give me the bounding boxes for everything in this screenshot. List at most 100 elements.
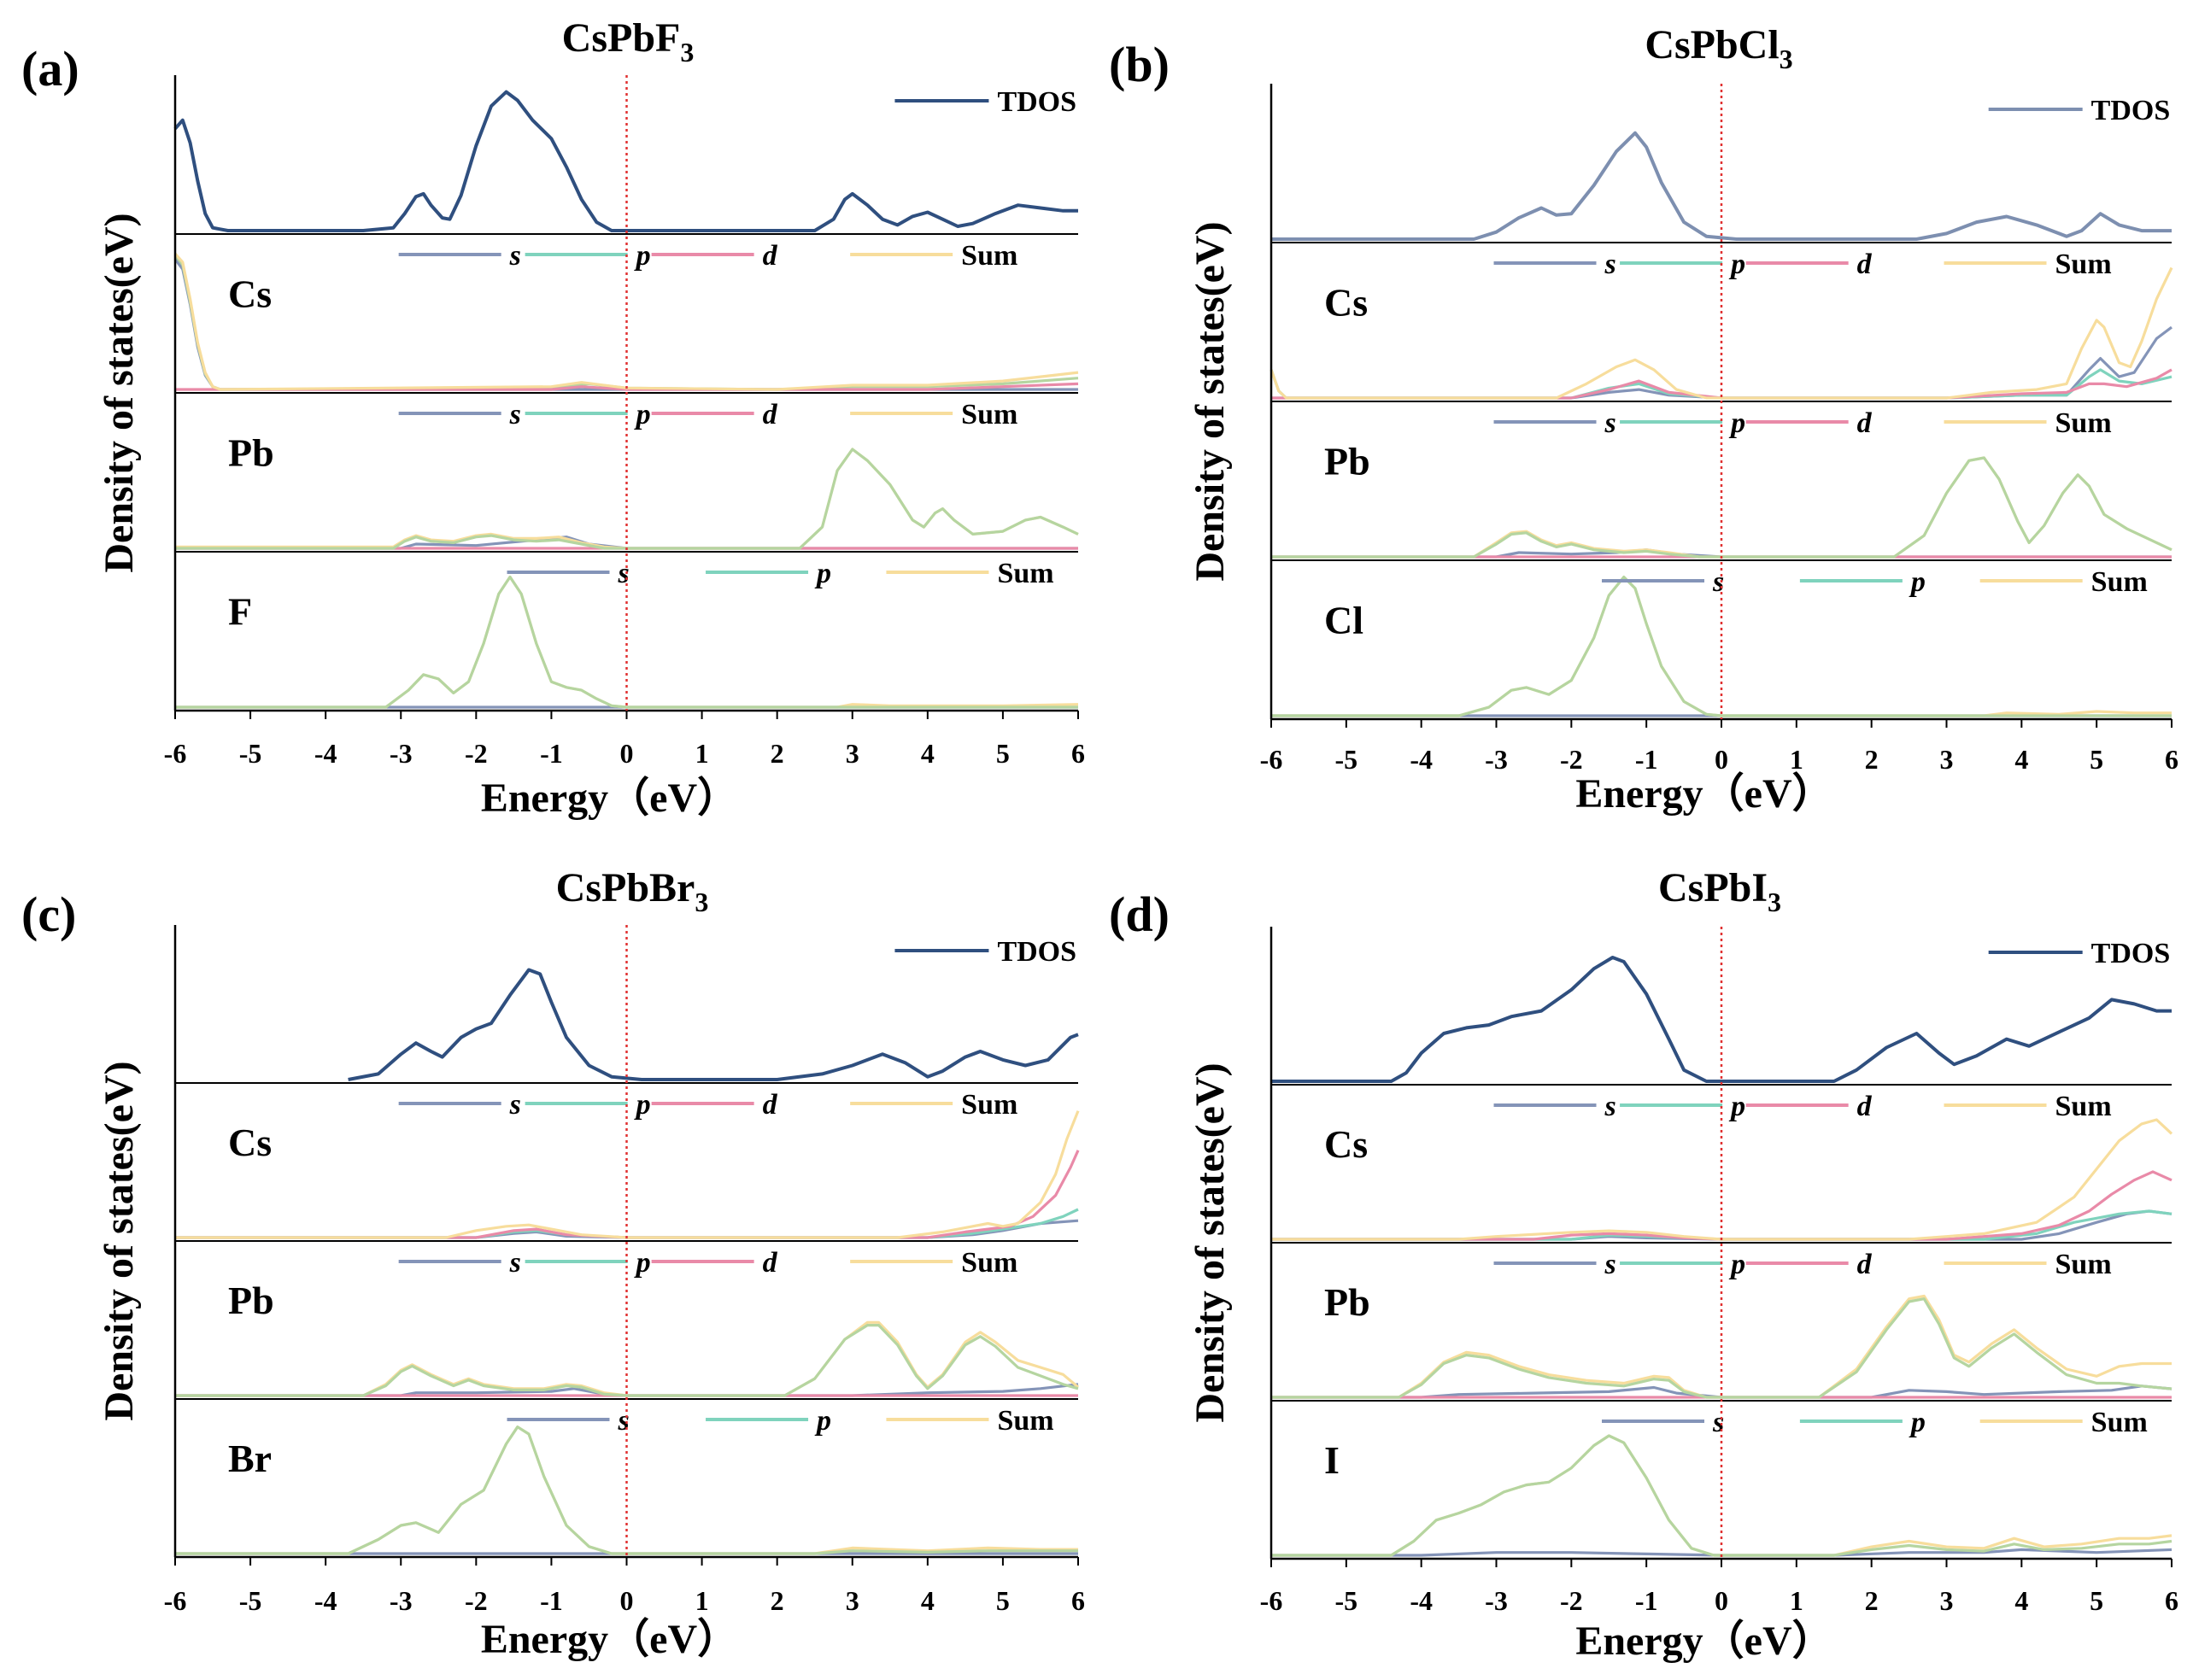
legend-label-d: d <box>763 240 778 272</box>
legend-label-p: p <box>1728 1249 1745 1280</box>
legend-label-d: d <box>1857 1249 1873 1280</box>
x-tick-label: 0 <box>1715 1585 1728 1616</box>
panel-label: (d) <box>1109 887 1170 942</box>
legend-label-tdos: TDOS <box>2091 95 2171 126</box>
subplot-pb: Pb s p d Sum <box>175 1247 1080 1400</box>
x-tick-label: -6 <box>1260 744 1283 775</box>
legend-label-p: p <box>634 399 651 430</box>
x-tick-label: 1 <box>695 1585 709 1616</box>
x-tick-label: 4 <box>921 1585 935 1616</box>
atom-label: Cl <box>1324 599 1363 642</box>
chart-title-main: CsPbI <box>1658 865 1768 910</box>
x-tick-label: -4 <box>1410 744 1433 775</box>
series-line-sum <box>173 252 1079 391</box>
atom-label: Cs <box>228 1121 272 1164</box>
legend-label-p: p <box>1728 407 1745 439</box>
x-axis-title: Energy（eV） <box>1575 771 1832 817</box>
x-tick-label: 5 <box>2090 744 2103 775</box>
atom-label: Pb <box>1324 1280 1370 1324</box>
legend-label-d: d <box>763 1247 778 1279</box>
x-tick-label: 5 <box>996 738 1010 769</box>
legend-label-tdos: TDOS <box>2091 938 2171 969</box>
x-tick-label: -4 <box>1410 1585 1433 1616</box>
series-line-p <box>1271 576 2172 717</box>
chart-title: CsPbF3 <box>562 15 695 67</box>
series-line-p <box>175 1425 1078 1555</box>
series-line-s <box>1271 325 2172 400</box>
x-tick-label: 3 <box>1940 744 1954 775</box>
x-tick-label: 6 <box>2165 744 2178 775</box>
series-line-d <box>1271 368 2172 400</box>
panel-label: (b) <box>1109 37 1170 92</box>
atom-label: I <box>1324 1438 1340 1482</box>
chart-title-main: CsPbCl <box>1645 22 1779 67</box>
series-line-sum <box>175 1110 1080 1239</box>
x-axis-title: Energy（eV） <box>481 1617 738 1662</box>
legend-label-sum: Sum <box>961 1247 1017 1279</box>
subplot-tdos: TDOS <box>1271 938 2172 1086</box>
x-tick-label: 4 <box>921 738 935 769</box>
subplot-tdos: TDOS <box>1271 95 2172 243</box>
legend-label-s: s <box>1604 407 1616 439</box>
legend-label-p: p <box>634 1247 651 1279</box>
x-tick-label: 0 <box>620 738 634 769</box>
series-line-d <box>175 382 1079 391</box>
x-tick-label: 4 <box>2014 744 2028 775</box>
legend-label-sum: Sum <box>961 1089 1017 1121</box>
x-tick-label: -3 <box>390 738 413 769</box>
subplot-cs: Cs s p d Sum <box>1271 1091 2173 1244</box>
x-tick-label: 2 <box>771 1585 784 1616</box>
series-line-p <box>175 448 1079 550</box>
x-tick-label: -1 <box>1635 744 1658 775</box>
atom-label: F <box>228 590 252 634</box>
x-tick-label: 3 <box>846 738 859 769</box>
chart-title: CsPbBr3 <box>556 865 709 917</box>
x-tick-label: -5 <box>239 738 262 769</box>
legend-label-d: d <box>763 399 778 430</box>
x-axis-title: Energy（eV） <box>1575 1619 1832 1664</box>
subplot-pb: Pb s p d Sum <box>175 399 1079 553</box>
legend-label-tdos: TDOS <box>997 936 1076 968</box>
x-tick-label: 1 <box>1790 744 1803 775</box>
legend-label-d: d <box>763 1089 778 1121</box>
subplot-cs: Cs s p d Sum <box>1269 249 2173 402</box>
series-line-p <box>1271 456 2172 559</box>
series-line-p <box>175 575 1078 709</box>
legend-label-sum: Sum <box>2091 1407 2148 1438</box>
legend-label-sum: Sum <box>2091 566 2148 598</box>
chart-title-sub: 3 <box>680 37 694 67</box>
x-tick-label: -4 <box>314 1585 337 1616</box>
x-tick-label: 1 <box>1790 1585 1803 1616</box>
x-tick-label: 6 <box>1071 1585 1085 1616</box>
subplot-cs: Cs s p d Sum <box>173 240 1079 394</box>
legend-label-p: p <box>814 558 831 589</box>
y-axis-title: Density of states(eV) <box>97 1061 142 1420</box>
legend-label-p: p <box>1909 1407 1926 1438</box>
x-tick-label: -5 <box>1335 744 1358 775</box>
x-tick-label: 5 <box>2090 1585 2103 1616</box>
series-line-p <box>175 1324 1079 1397</box>
subplot-pb: Pb s p d Sum <box>1271 1249 2172 1402</box>
legend-label-p: p <box>634 1089 651 1121</box>
legend-label-s: s <box>509 1089 521 1121</box>
x-axis-title: Energy（eV） <box>481 776 738 821</box>
x-tick-label: -2 <box>1560 1585 1583 1616</box>
series-line-tdos <box>1271 956 2172 1083</box>
x-tick-label: -3 <box>390 1585 413 1616</box>
chart-title-main: CsPbBr <box>556 865 695 910</box>
series-line-d <box>175 1150 1080 1239</box>
subplot-cs: Cs s p d Sum <box>175 1089 1080 1242</box>
x-tick-label: -2 <box>465 738 488 769</box>
legend-label-p: p <box>634 240 651 272</box>
panel-label: (c) <box>21 887 76 942</box>
x-tick-label: -2 <box>465 1585 488 1616</box>
series-line-p <box>1271 1209 2172 1241</box>
legend-label-sum: Sum <box>2055 249 2112 280</box>
x-tick-label: 1 <box>695 738 709 769</box>
legend-label-s: s <box>1604 1249 1616 1280</box>
